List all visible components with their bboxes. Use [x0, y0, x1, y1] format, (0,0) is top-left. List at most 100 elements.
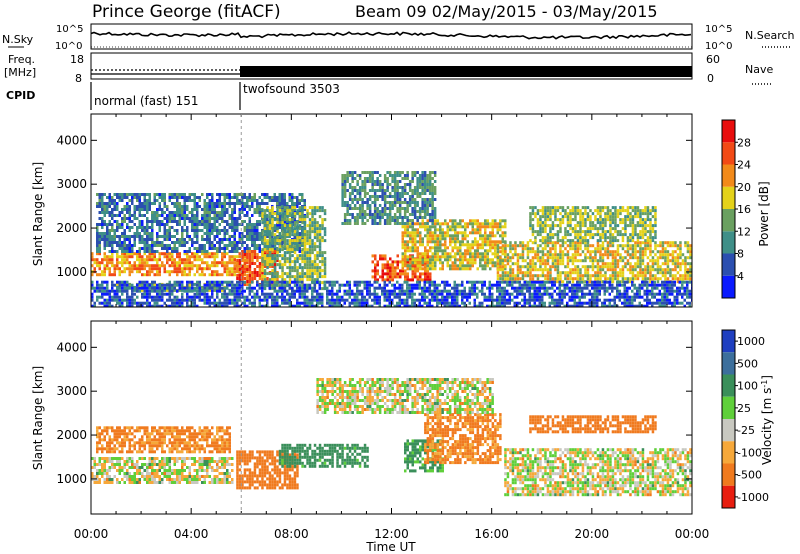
echo-cell	[566, 271, 570, 275]
echo-cell	[226, 244, 229, 247]
echo-cell	[251, 271, 254, 274]
echo-cell	[611, 233, 615, 237]
echo-cell	[644, 218, 647, 222]
echo-cell	[631, 209, 635, 213]
echo-cell	[103, 241, 106, 244]
echo-cell	[231, 202, 234, 205]
echo-cell	[158, 289, 161, 293]
echo-cell	[151, 289, 154, 293]
echo-cell	[228, 226, 231, 229]
echo-cell	[248, 199, 251, 202]
echo-cell	[549, 277, 552, 281]
echo-cell	[171, 202, 174, 205]
echo-cell	[381, 216, 384, 219]
echo-cell	[544, 259, 547, 263]
echo-cell	[196, 229, 199, 232]
echo-cell	[579, 253, 582, 257]
echo-cell	[253, 238, 256, 241]
echo-cell	[556, 268, 560, 272]
echo-cell	[111, 264, 114, 268]
echo-cell	[446, 255, 449, 259]
echo-cell	[346, 201, 349, 204]
echo-cell	[313, 212, 317, 216]
echo-cell	[353, 198, 357, 201]
echo-cell	[651, 274, 655, 278]
echo-cell	[178, 261, 181, 265]
echo-cell	[381, 207, 384, 210]
echo-cell	[469, 219, 472, 223]
echo-cell	[126, 301, 129, 305]
echo-cell	[183, 202, 186, 205]
echo-cell	[434, 264, 437, 268]
echo-cell	[196, 214, 199, 217]
echo-cell	[283, 233, 287, 237]
echo-cell	[674, 274, 677, 278]
echo-cell	[641, 271, 645, 275]
echo-cell	[596, 233, 600, 237]
echo-cell	[128, 238, 131, 241]
echo-cell	[516, 256, 520, 260]
echo-cell	[213, 229, 216, 232]
echo-cell	[236, 196, 239, 199]
echo-cell	[379, 275, 382, 279]
echo-cell	[596, 277, 600, 281]
echo-cell	[474, 240, 477, 244]
echo-cell	[376, 180, 379, 183]
echo-cell	[579, 215, 582, 219]
echo-cell	[223, 205, 226, 208]
echo-cell	[398, 198, 402, 201]
echo-cell	[141, 247, 144, 250]
echo-cell	[411, 180, 414, 183]
echo-cell	[419, 258, 422, 262]
echo-cell	[634, 268, 637, 272]
echo-cell	[376, 207, 379, 210]
echo-cell	[188, 196, 191, 199]
echo-cell	[106, 223, 109, 226]
echo-cell	[176, 211, 179, 214]
echo-cell	[519, 244, 522, 248]
echo-cell	[231, 267, 234, 271]
echo-cell	[188, 247, 191, 250]
echo-cell	[116, 229, 119, 232]
echo-cell	[261, 239, 264, 243]
echo-cell	[108, 292, 111, 296]
echo-cell	[368, 195, 372, 198]
echo-cell	[138, 226, 141, 229]
echo-cell	[386, 272, 389, 276]
echo-cell	[138, 247, 141, 250]
echo-cell	[111, 304, 114, 307]
echo-cell	[619, 233, 622, 237]
echo-cell	[604, 206, 607, 210]
echo-cell	[429, 231, 432, 235]
echo-cell	[551, 224, 555, 228]
echo-cell	[233, 232, 236, 235]
echo-cell	[439, 261, 442, 265]
echo-cell	[128, 226, 131, 229]
echo-cell	[544, 215, 547, 219]
echo-cell	[211, 247, 214, 250]
echo-cell	[351, 180, 354, 183]
nsky-label: N.Sky	[2, 33, 34, 46]
echo-cell	[421, 254, 424, 258]
echo-cell	[358, 216, 362, 219]
echo-cell	[156, 199, 159, 202]
echo-cell	[233, 264, 236, 268]
echo-cell	[158, 273, 161, 277]
echo-cell	[216, 247, 219, 250]
echo-cell	[479, 243, 482, 247]
echo-cell	[141, 304, 144, 307]
echo-cell	[501, 231, 504, 235]
echo-cell	[639, 209, 642, 213]
echo-cell	[103, 267, 106, 271]
echo-cell	[631, 268, 635, 272]
echo-cell	[556, 262, 560, 266]
echo-cell	[136, 295, 139, 299]
echo-cell	[133, 214, 136, 217]
echo-cell	[231, 261, 234, 265]
echo-cell	[431, 186, 434, 189]
echo-cell	[596, 274, 600, 278]
echo-cell	[641, 241, 645, 245]
echo-cell	[263, 265, 267, 268]
echo-cell	[216, 235, 219, 238]
echo-cell	[233, 250, 236, 253]
